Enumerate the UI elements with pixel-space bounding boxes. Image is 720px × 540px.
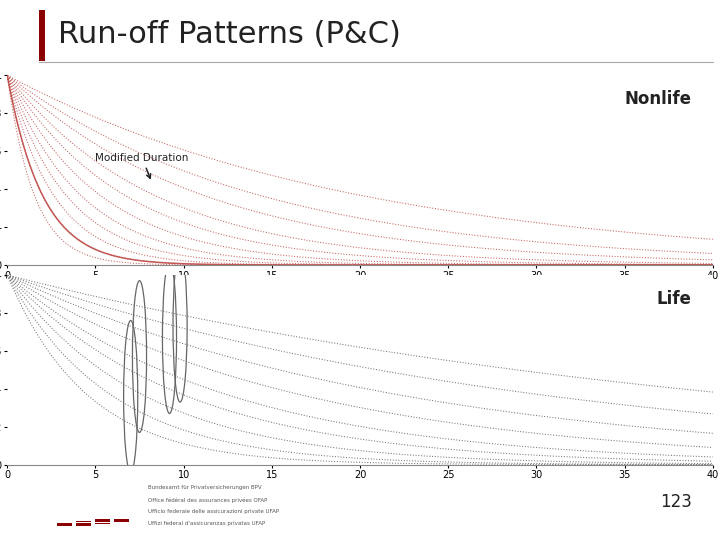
- Bar: [57, 523, 72, 524]
- Text: Uffizi federal d'assicuranzas privatas UFAP: Uffizi federal d'assicuranzas privatas U…: [148, 522, 266, 526]
- Text: Life: Life: [657, 290, 692, 308]
- Text: Run-off Patterns (P&C): Run-off Patterns (P&C): [58, 19, 401, 49]
- Bar: [76, 523, 91, 524]
- Bar: [95, 523, 110, 524]
- Text: Office fédéral des assurances privées OFAP: Office fédéral des assurances privées OF…: [148, 497, 268, 503]
- Bar: [114, 519, 130, 521]
- Bar: [57, 524, 72, 525]
- Text: Ufficio federale delle assicurazioni private UFAP: Ufficio federale delle assicurazioni pri…: [148, 509, 279, 515]
- Bar: [76, 524, 91, 525]
- Bar: [95, 521, 110, 522]
- Text: Bundesamt für Privatversicherungen BPV: Bundesamt für Privatversicherungen BPV: [148, 485, 262, 490]
- Bar: [39, 10, 45, 60]
- Bar: [76, 521, 91, 522]
- Bar: [95, 519, 110, 521]
- Text: Nonlife: Nonlife: [625, 91, 692, 109]
- Text: Modified Duration: Modified Duration: [95, 153, 189, 178]
- Text: 123: 123: [660, 492, 692, 511]
- Bar: [114, 521, 130, 522]
